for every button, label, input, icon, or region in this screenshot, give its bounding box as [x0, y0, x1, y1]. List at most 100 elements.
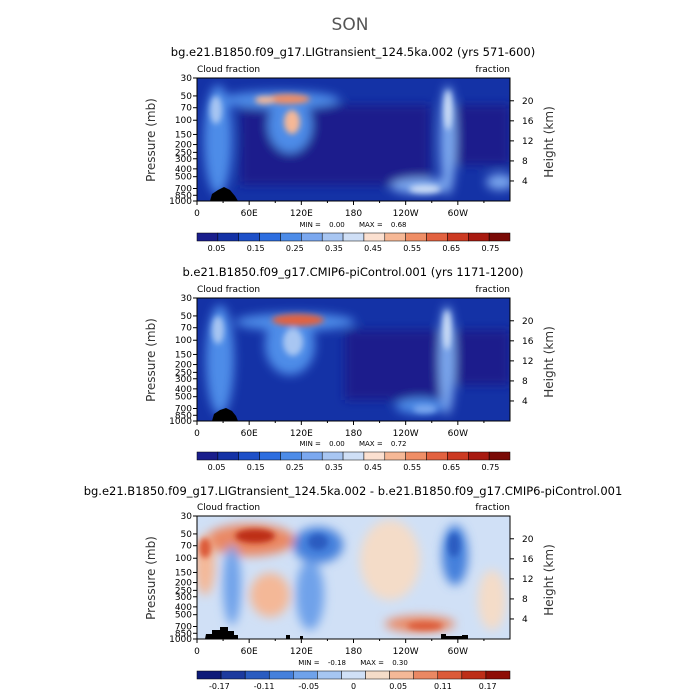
y-tick-label: 50 — [181, 92, 193, 102]
y-tick-label: 1000 — [169, 417, 192, 427]
colorbar-segment — [217, 232, 239, 242]
colorbar-label: -0.11 — [254, 682, 275, 691]
colorbar-segment — [447, 232, 469, 242]
panel-3-terrain-west — [205, 627, 238, 639]
colorbar-segment — [468, 232, 490, 242]
colorbar-segment — [447, 451, 469, 461]
colorbar-segment — [280, 451, 302, 461]
y-tick-label: 400 — [175, 385, 192, 395]
panel-1-min-max: MIN = 0.00 MAX = 0.68 — [299, 221, 406, 229]
panel-3-left-label: Cloud fraction — [197, 503, 260, 513]
panel-1-andes-core — [444, 90, 452, 130]
colorbar-label: 0.11 — [434, 682, 452, 691]
y-tick-label: 850 — [175, 191, 192, 201]
x-tick-label: 180 — [345, 429, 362, 439]
panel-2-left-label: Cloud fraction — [197, 285, 260, 295]
panel-3-warm-core-west — [199, 538, 211, 558]
colorbar-label: 0.75 — [482, 463, 500, 472]
panel-2-andes-column — [439, 305, 455, 415]
colorbar-segment — [196, 232, 219, 242]
colorbar-segment — [426, 451, 448, 461]
colorbar-label: 0.05 — [208, 463, 226, 472]
y-right-tick-label: 12 — [522, 575, 533, 585]
colorbar-label: 0.35 — [325, 244, 343, 253]
x-tick-label: 120E — [290, 429, 313, 439]
panel-1-max-core-2 — [255, 96, 275, 104]
colorbar-segment — [413, 670, 439, 680]
y-tick-label: 300 — [175, 593, 192, 603]
y-right-tick-label: 12 — [522, 357, 533, 367]
y-tick-label: 70 — [181, 324, 193, 334]
colorbar-segment — [488, 451, 511, 461]
colorbar-label: 0.05 — [208, 244, 226, 253]
colorbar-segment — [238, 232, 260, 242]
colorbar-label: 0.17 — [479, 682, 497, 691]
x-tick-label: 120W — [393, 429, 419, 439]
x-tick-label: 0 — [194, 209, 200, 219]
panel-3-terrain-mid — [286, 635, 290, 639]
panel-2-y-ticks-right: 20 16 12 8 4 — [510, 317, 534, 407]
y-tick-label: 500 — [175, 393, 192, 403]
panel-1-andes-column — [440, 85, 456, 195]
panel-2-min-max: MIN = 0.00 MAX = 0.72 — [299, 440, 406, 448]
y-tick-label: 100 — [175, 116, 192, 126]
panel-2-field — [197, 298, 510, 421]
panel-2-west-core — [212, 316, 224, 344]
colorbar-label: 0.15 — [247, 244, 265, 253]
y-tick-label: 700 — [175, 622, 192, 632]
panel-3-y-ticks-right: 20 16 12 8 4 — [510, 535, 534, 625]
panel-3-cool-core — [308, 534, 328, 550]
panel-1-y-ticks-right: 20 16 12 8 4 — [510, 97, 534, 187]
colorbar-segment — [405, 232, 427, 242]
colorbar-segment — [259, 232, 281, 242]
y-tick-label: 250 — [175, 368, 192, 378]
panel-3-field — [197, 516, 510, 639]
panel-2-terrain — [212, 408, 238, 421]
x-tick-label: 60E — [241, 647, 258, 657]
colorbar-label: 0 — [351, 682, 356, 691]
colorbar-label: 0.25 — [286, 463, 304, 472]
panel-1-deep-region — [240, 105, 430, 185]
colorbar-segment — [341, 670, 366, 680]
panel-3: bg.e21.B1850.f09_g17.LIGtransient_124.5k… — [84, 484, 623, 691]
colorbar-segment — [461, 670, 487, 680]
y-tick-label: 70 — [181, 104, 193, 114]
y-right-tick-label: 8 — [522, 157, 528, 167]
colorbar-label: 0.65 — [442, 244, 460, 253]
colorbar-segment — [384, 451, 406, 461]
panel-3-right-label: fraction — [475, 503, 510, 513]
colorbar-segment — [389, 670, 414, 680]
panel-3-cool-core-andes — [448, 533, 460, 557]
y-tick-label: 400 — [175, 603, 192, 613]
colorbar-segment — [217, 451, 239, 461]
colorbar-label: 0.65 — [442, 463, 460, 472]
y-tick-label: 1000 — [169, 635, 192, 645]
colorbar-segment — [238, 451, 260, 461]
panel-2-colorbar: 0.05 0.15 0.25 0.35 0.45 0.55 0.65 0.75 — [196, 451, 511, 472]
y-tick-label: 400 — [175, 165, 192, 175]
main-title: SON — [332, 15, 369, 35]
colorbar-label: 0.35 — [325, 463, 343, 472]
panel-2-title: b.e21.B1850.f09_g17.CMIP6-piControl.001 … — [182, 265, 523, 279]
y-tick-label: 200 — [175, 579, 192, 589]
colorbar-segment — [488, 232, 511, 242]
panel-3-warm-right — [478, 570, 506, 630]
colorbar-segment — [317, 670, 342, 680]
panel-1-field — [197, 78, 510, 201]
panel-1-ylabel: Pressure (mb) — [144, 98, 158, 182]
colorbar-segment — [259, 451, 281, 461]
panel-1-title: bg.e21.B1850.f09_g17.LIGtransient_124.5k… — [171, 45, 535, 59]
panel-2-deep-region — [345, 330, 440, 400]
panel-1-max-core — [266, 94, 310, 104]
panel-1-east-lowcloud — [486, 174, 510, 190]
panel-1: bg.e21.B1850.f09_g17.LIGtransient_124.5k… — [144, 45, 556, 253]
x-tick-label: 0 — [194, 429, 200, 439]
y-tick-label: 50 — [181, 312, 193, 322]
colorbar-segment — [342, 232, 365, 242]
colorbar-label: 0.55 — [403, 463, 421, 472]
y-right-tick-label: 8 — [522, 377, 528, 387]
y-tick-label: 500 — [175, 173, 192, 183]
panel-3-ylabel: Pressure (mb) — [144, 536, 158, 620]
